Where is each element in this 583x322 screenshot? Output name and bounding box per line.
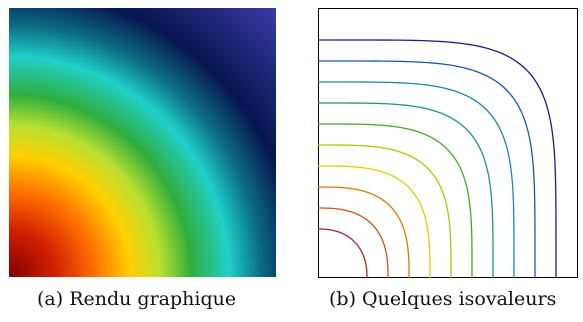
heatmap-svg [9,8,276,277]
isovalue-curve [318,123,473,278]
isovalue-curve [318,186,410,278]
isovalue-curve [318,102,494,278]
field-gradient [9,8,276,277]
isovalues-svg [318,8,578,278]
caption-a: (a) Rendu graphique [37,288,237,310]
isovalue-curve [318,228,368,278]
isovalue-curve [318,207,389,278]
isovalue-curve [318,60,536,278]
caption-b: (b) Quelques isovaleurs [329,288,557,310]
isovalue-curve [318,39,557,278]
isovalue-curve [318,81,515,278]
rendered-field-image [9,8,276,277]
isovalue-curve [318,165,431,278]
plot-frame [318,8,578,278]
isovalue-curve [318,144,452,278]
isovalues-plot [318,8,578,278]
